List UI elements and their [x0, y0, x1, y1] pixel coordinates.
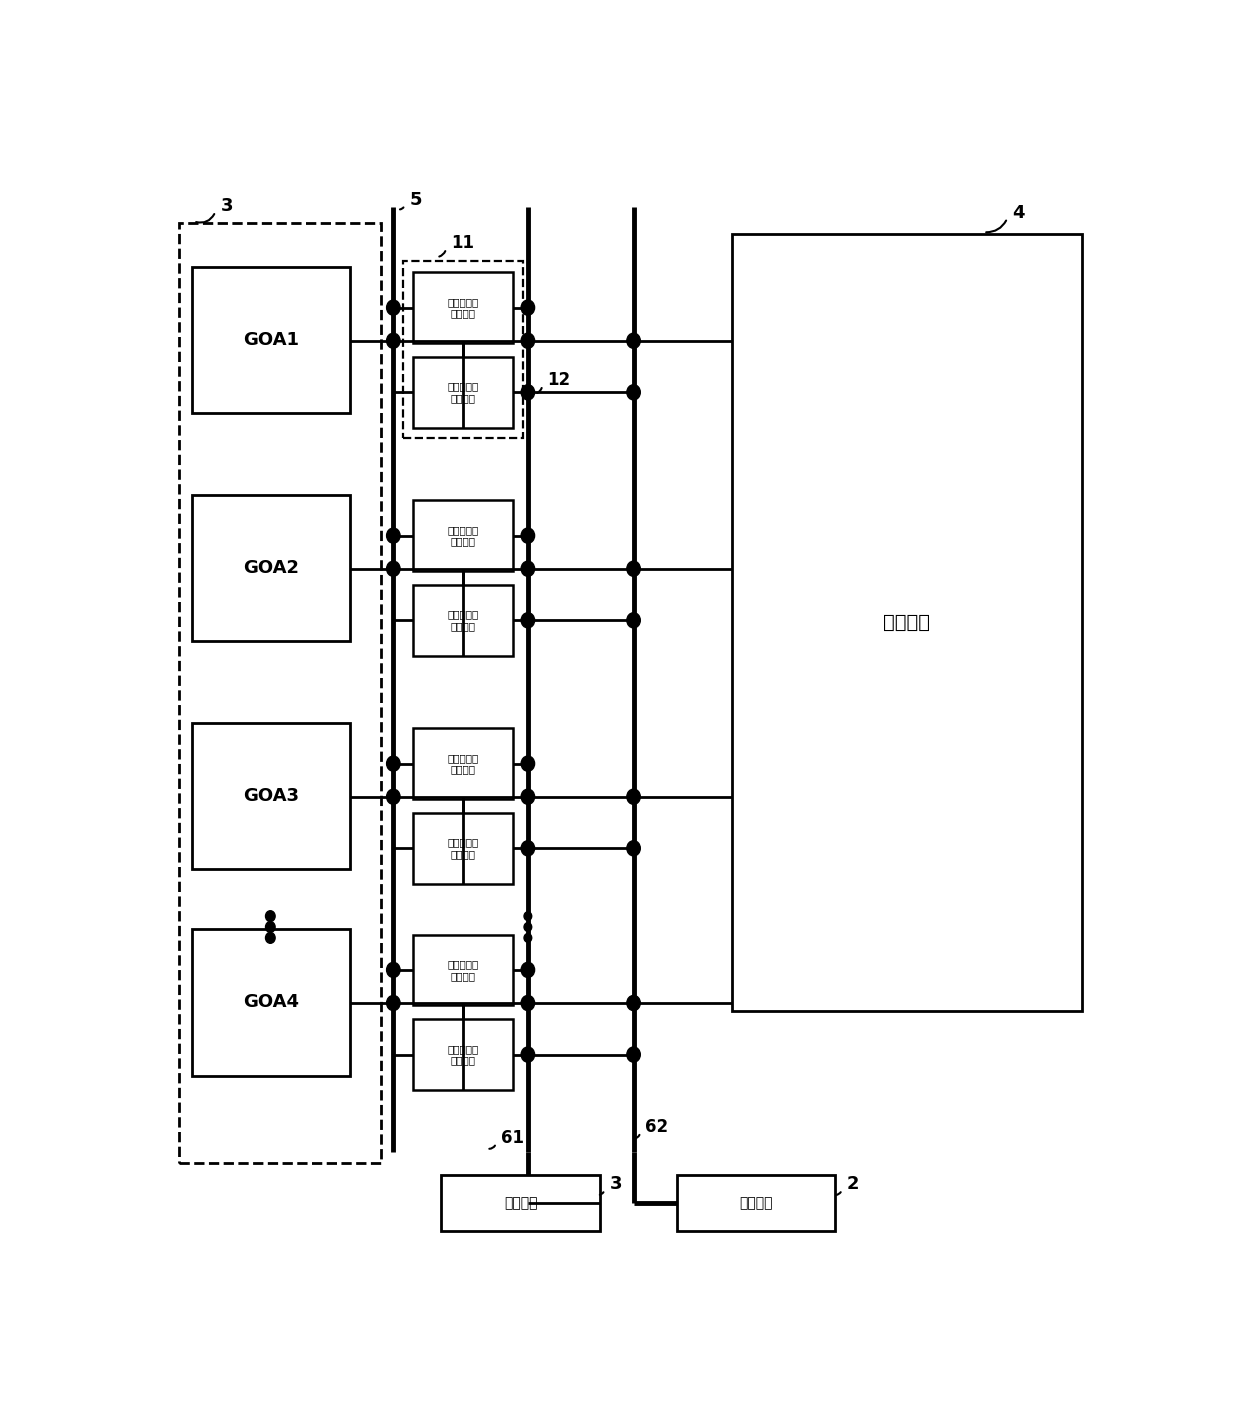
Circle shape [627, 613, 640, 627]
Bar [191, 495, 350, 642]
Circle shape [525, 933, 532, 942]
Circle shape [387, 756, 401, 771]
Bar [191, 723, 350, 870]
Text: 61: 61 [501, 1128, 525, 1146]
Text: 第一信号号
出子模块: 第一信号号 出子模块 [448, 959, 479, 981]
Bar [413, 357, 513, 427]
Text: 第二信号号
出子模块: 第二信号号 出子模块 [448, 1043, 479, 1066]
Text: 显示区域: 显示区域 [883, 613, 930, 632]
Circle shape [525, 922, 532, 932]
Text: 11: 11 [451, 234, 474, 252]
Circle shape [627, 333, 640, 348]
Circle shape [387, 527, 401, 543]
Bar [441, 1175, 600, 1231]
Bar [677, 1175, 836, 1231]
Circle shape [521, 561, 534, 577]
Circle shape [387, 790, 401, 804]
Circle shape [521, 840, 534, 856]
Circle shape [627, 385, 640, 400]
Circle shape [521, 1048, 534, 1062]
Circle shape [387, 995, 401, 1011]
Text: 2: 2 [847, 1176, 859, 1193]
Bar [413, 814, 513, 884]
Bar [413, 729, 513, 799]
Text: 3: 3 [221, 197, 233, 216]
Circle shape [265, 922, 275, 932]
Bar [191, 266, 350, 413]
Bar [191, 929, 350, 1076]
Bar [413, 935, 513, 1005]
Text: 62: 62 [645, 1118, 668, 1136]
Text: 第二信号号
出子模块: 第二信号号 出子模块 [448, 838, 479, 859]
Text: 控制模块: 控制模块 [503, 1196, 537, 1210]
Circle shape [387, 300, 401, 316]
Circle shape [627, 1048, 640, 1062]
Text: 5: 5 [409, 190, 422, 209]
Text: 第二信号号
出子模块: 第二信号号 出子模块 [448, 382, 479, 403]
Circle shape [521, 385, 534, 400]
Circle shape [627, 561, 640, 577]
Circle shape [521, 790, 534, 804]
Text: 第一信号号
出子模块: 第一信号号 出子模块 [448, 753, 479, 774]
Circle shape [387, 962, 401, 977]
Text: 4: 4 [1012, 203, 1024, 221]
Text: GOA1: GOA1 [243, 331, 299, 350]
Bar [413, 501, 513, 571]
Circle shape [521, 527, 534, 543]
Bar [413, 1019, 513, 1090]
Circle shape [265, 911, 275, 922]
Circle shape [627, 995, 640, 1011]
Text: 第一信号号
出子模块: 第一信号号 出子模块 [448, 298, 479, 319]
Text: GOA2: GOA2 [243, 560, 299, 577]
Circle shape [627, 840, 640, 856]
Circle shape [627, 790, 640, 804]
Bar [179, 224, 381, 1163]
Circle shape [521, 300, 534, 316]
Circle shape [387, 561, 401, 577]
Circle shape [521, 333, 534, 348]
Text: 第一信号号
出子模块: 第一信号号 出子模块 [448, 525, 479, 547]
Circle shape [387, 333, 401, 348]
Text: 12: 12 [547, 371, 570, 389]
Circle shape [265, 932, 275, 943]
Text: 第二信号号
出子模块: 第二信号号 出子模块 [448, 609, 479, 632]
Bar [413, 585, 513, 656]
Text: 3: 3 [610, 1176, 622, 1193]
Circle shape [525, 912, 532, 921]
Circle shape [521, 962, 534, 977]
Text: 检测模块: 检测模块 [739, 1196, 773, 1210]
Circle shape [521, 756, 534, 771]
Bar [732, 234, 1083, 1011]
Circle shape [521, 613, 534, 627]
Bar [403, 261, 523, 439]
Circle shape [521, 995, 534, 1011]
Text: GOA4: GOA4 [243, 994, 299, 1011]
Text: GOA3: GOA3 [243, 787, 299, 805]
Bar [413, 272, 513, 343]
